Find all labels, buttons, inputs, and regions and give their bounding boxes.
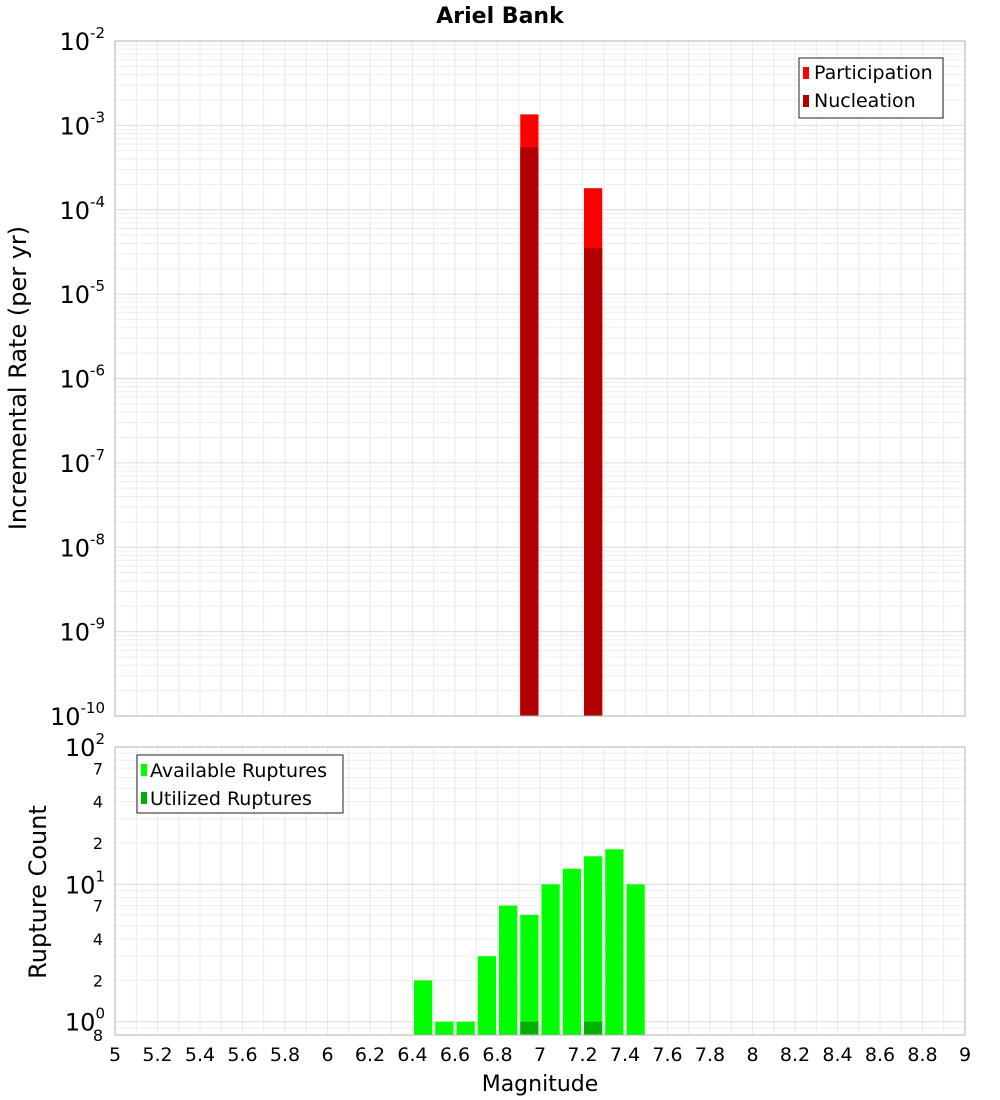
bottom-series-1-bar [584, 1021, 603, 1035]
x-tick-label: 8.4 [822, 1044, 852, 1066]
top-plot-bars [520, 114, 603, 717]
top-y-tick-label: 10-10 [50, 699, 105, 731]
x-tick-label: 8.8 [907, 1044, 937, 1066]
bottom-y-minor-tick-label: 7 [93, 897, 103, 916]
bottom-y-minor-tick-label: 8 [93, 1026, 103, 1045]
top-y-axis-label: Incremental Rate (per yr) [4, 226, 32, 530]
x-tick-label: 5.6 [227, 1044, 257, 1066]
utilized-ruptures-legend-swatch [141, 792, 147, 804]
bottom-y-minor-tick-label: 7 [93, 759, 103, 778]
top-y-tick-label: 10-4 [59, 193, 105, 225]
chart-title: Ariel Bank [436, 4, 565, 29]
bottom-series-0-bar [605, 849, 624, 1035]
nucleation-legend-swatch [803, 95, 809, 107]
bottom-series-0-bar [562, 868, 581, 1035]
bottom-legend: Available Ruptures Utilized Ruptures [136, 754, 344, 814]
bottom-legend-box [136, 754, 344, 814]
bottom-y-minor-tick-label: 4 [93, 930, 103, 949]
available-ruptures-legend-label: Available Ruptures [150, 760, 327, 782]
bottom-series-0-bar [414, 980, 433, 1035]
bottom-series-0-bar [584, 856, 603, 1035]
top-y-tick-label: 10-8 [59, 530, 105, 562]
nucleation-legend-label: Nucleation [814, 90, 916, 112]
top-y-tick-label: 10-6 [59, 362, 105, 394]
x-tick-label: 9 [959, 1044, 971, 1066]
bottom-y-axis-label: Rupture Count [24, 805, 52, 979]
x-tick-label: 7.8 [695, 1044, 725, 1066]
bottom-series-0-bar [541, 884, 560, 1035]
bottom-y-minor-tick-label: 4 [93, 793, 103, 812]
x-tick-label: 5 [109, 1044, 121, 1066]
x-tick-label: 7.4 [610, 1044, 640, 1066]
top-y-tick-label: 10-2 [59, 24, 105, 56]
top-y-tick-label: 10-5 [59, 277, 105, 309]
top-y-tick-label: 10-7 [59, 446, 105, 478]
top-plot-frame [114, 40, 966, 717]
x-tick-label: 8 [746, 1044, 758, 1066]
bottom-series-1-bar [520, 1021, 539, 1035]
x-tick-label: 7.6 [652, 1044, 682, 1066]
x-tick-label: 5.2 [142, 1044, 172, 1066]
x-tick-label: 6.2 [355, 1044, 385, 1066]
bottom-series-0-bar [456, 1021, 475, 1035]
bottom-series-0-bar [499, 905, 518, 1035]
x-tick-label: 8.2 [780, 1044, 810, 1066]
top-plot-grid [114, 41, 966, 717]
bottom-series-0-bar [626, 884, 645, 1035]
bottom-y-tick-label: 100 [65, 1005, 105, 1037]
x-axis-label: Magnitude [482, 1072, 599, 1097]
participation-legend-label: Participation [814, 62, 933, 84]
x-tick-label: 6 [321, 1044, 333, 1066]
bottom-plot-bars [414, 849, 645, 1035]
available-ruptures-legend-swatch [141, 764, 147, 776]
top-series-1-bar [584, 248, 603, 717]
x-tick-label: 5.4 [185, 1044, 215, 1066]
bottom-y-minor-tick-label: 2 [93, 834, 103, 853]
participation-legend-swatch [803, 67, 809, 79]
x-tick-label: 8.6 [865, 1044, 895, 1066]
top-series-1-bar [520, 147, 539, 717]
x-tick-label: 6.4 [397, 1044, 427, 1066]
x-tick-label: 7.2 [567, 1044, 597, 1066]
x-tick-labels: 5 5.2 5.4 5.6 5.8 6 6.2 6.4 6.6 6.8 7 7.2 7.4 7.6 7.8 8… [109, 1044, 971, 1066]
bottom-series-0-bar [477, 956, 496, 1035]
bottom-y-tick-label: 102 [65, 730, 105, 762]
bottom-series-0-bar [520, 914, 539, 1035]
top-legend: Participation Nucleation [798, 57, 944, 119]
x-tick-label: 6.6 [440, 1044, 470, 1066]
bottom-y-tick-label: 101 [65, 867, 105, 899]
top-y-tick-labels: 10-10 10-9 10-8 10-7 10-6 10-5 10-4 10-3 10-2 [50, 24, 105, 731]
x-tick-label: 7 [534, 1044, 546, 1066]
bottom-series-0-bar [435, 1021, 454, 1035]
x-tick-label: 6.8 [482, 1044, 512, 1066]
x-tick-label: 5.8 [270, 1044, 300, 1066]
utilized-ruptures-legend-label: Utilized Ruptures [150, 788, 312, 810]
top-y-tick-label: 10-9 [59, 615, 105, 647]
top-y-tick-label: 10-3 [59, 108, 105, 140]
bottom-y-minor-tick-label: 2 [93, 971, 103, 990]
bottom-plot-frame [114, 746, 966, 1036]
top-legend-box [798, 57, 944, 119]
